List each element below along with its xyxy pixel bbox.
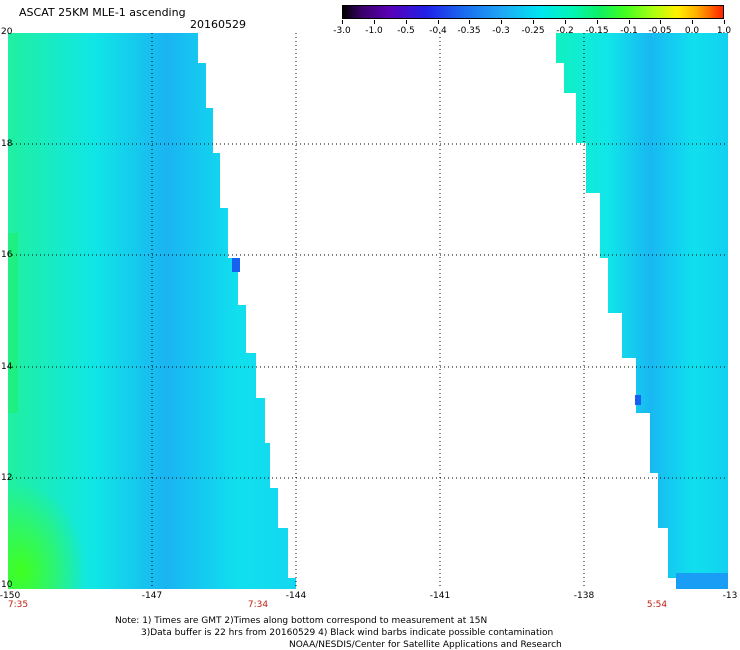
- colorbar-tick: [501, 20, 502, 24]
- x-label-13: -13: [722, 591, 738, 601]
- map-date: 20160529: [190, 18, 246, 31]
- x-label-138: -138: [573, 591, 595, 601]
- time-label-middle: 7:34: [247, 600, 269, 610]
- left-green-patch: [8, 413, 138, 589]
- colorbar-tick: [692, 20, 693, 24]
- colorbar-label: -0.35: [457, 26, 481, 36]
- scatterometer-map: [8, 33, 728, 589]
- y-label-12: 12: [1, 473, 13, 483]
- blue-pixel-left: [232, 258, 240, 272]
- colorbar-label: -0.05: [648, 26, 672, 36]
- colorbar-tick: [533, 20, 534, 24]
- time-label-right: 5:54: [646, 600, 668, 610]
- y-label-16: 16: [1, 250, 13, 260]
- colorbar-label: -3.0: [333, 26, 351, 36]
- colorbar-tick: [438, 20, 439, 24]
- note-line-2: 3)Data buffer is 22 hrs from 20160529 4)…: [141, 628, 554, 638]
- colorbar-tick: [724, 20, 725, 24]
- note-line-1: Note: 1) Times are GMT 2)Times along bot…: [115, 616, 488, 626]
- time-label-left: 7:35: [7, 600, 29, 610]
- x-label-144: -144: [285, 591, 307, 601]
- y-label-18: 18: [1, 139, 13, 149]
- colorbar-tick: [469, 20, 470, 24]
- colorbar-label: 1.0: [716, 26, 732, 36]
- colorbar-tick: [406, 20, 407, 24]
- blue-pixel-right: [635, 395, 641, 405]
- colorbar-tick: [629, 20, 630, 24]
- x-label-141: -141: [429, 591, 451, 601]
- colorbar-tick: [597, 20, 598, 24]
- colorbar-label: -1.0: [365, 26, 383, 36]
- y-label-20: 20: [1, 27, 13, 37]
- y-label-14: 14: [1, 362, 13, 372]
- x-label-150: -150: [0, 591, 21, 601]
- colorbar-tick: [660, 20, 661, 24]
- colorbar-label: -0.4: [429, 26, 447, 36]
- colorbar-tick: [374, 20, 375, 24]
- colorbar-label: -0.2: [556, 26, 574, 36]
- colorbar-tick: [342, 20, 343, 24]
- colorbar-label: -0.1: [620, 26, 638, 36]
- right-swath: [556, 33, 728, 589]
- left-green-edge: [8, 233, 18, 413]
- gridlines: [8, 33, 728, 589]
- colorbar-label: -0.5: [397, 26, 415, 36]
- note-line-3: NOAA/NESDIS/Center for Satellite Applica…: [289, 640, 562, 650]
- colorbar-label: -0.25: [521, 26, 545, 36]
- colorbar-tick: [565, 20, 566, 24]
- right-bottom-blue: [676, 573, 728, 589]
- map-title: ASCAT 25KM MLE-1 ascending: [19, 6, 186, 19]
- y-label-10: 10: [1, 580, 13, 590]
- colorbar-label: -0.15: [585, 26, 609, 36]
- x-label-147: -147: [141, 591, 163, 601]
- colorbar-label: -0.3: [492, 26, 510, 36]
- colorbar-label: 0.0: [684, 26, 700, 36]
- colorbar: [342, 5, 724, 19]
